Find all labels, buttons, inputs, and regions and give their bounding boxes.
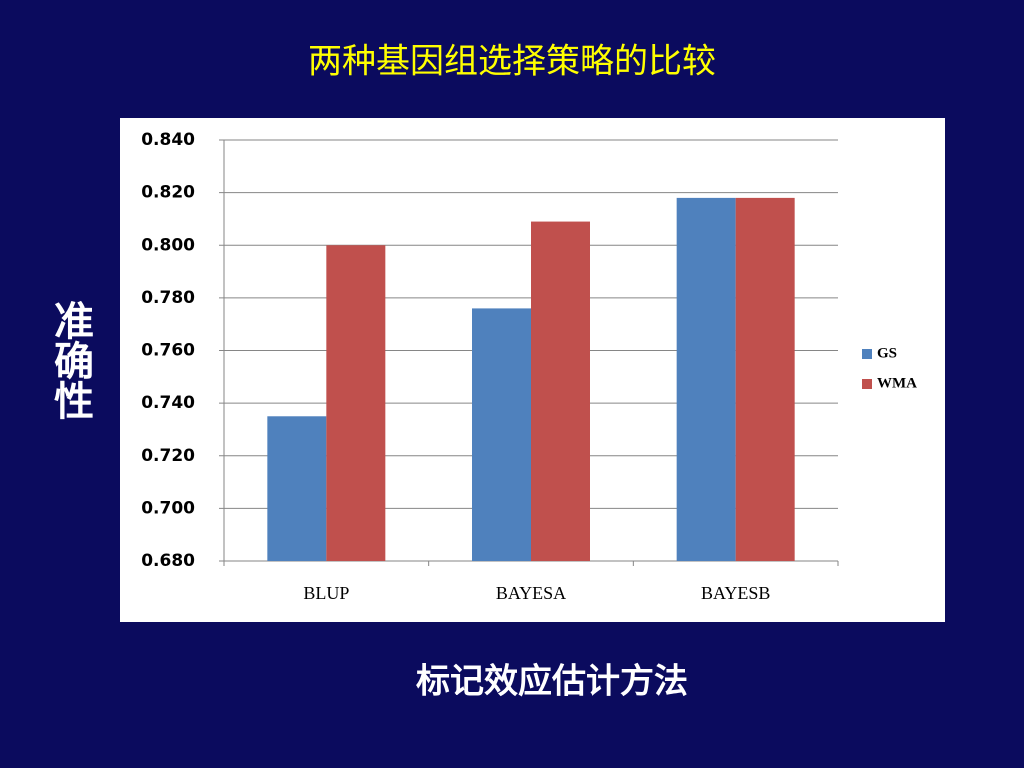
x-axis-label: 标记效应估计方法 (416, 662, 688, 702)
bar (735, 197, 795, 561)
y-axis-label: 准确性 (47, 300, 94, 420)
y-tick-label: 0.800 (141, 235, 195, 255)
x-tick-label: BAYESA (496, 583, 566, 603)
y-tick-label: 0.780 (141, 288, 195, 308)
x-tick-label: BLUP (303, 583, 349, 603)
x-tick-label: BAYESB (701, 583, 770, 603)
chart-title: 两种基因组选择策略的比较 (308, 42, 716, 82)
legend-swatch (862, 379, 872, 389)
y-tick-label: 0.680 (141, 551, 195, 571)
y-tick-label: 0.700 (141, 498, 195, 518)
bar (472, 308, 531, 561)
y-tick-label: 0.760 (141, 341, 195, 361)
bar (676, 197, 736, 561)
bar (326, 245, 386, 561)
legend-label: GS (877, 345, 897, 361)
y-tick-label: 0.720 (141, 446, 195, 466)
y-tick-label: 0.820 (141, 183, 195, 203)
y-tick-label: 0.740 (141, 393, 195, 413)
bar (267, 416, 327, 561)
y-tick-label: 0.840 (141, 130, 195, 150)
bar (531, 221, 590, 561)
legend-swatch (862, 349, 872, 359)
legend-label: WMA (877, 375, 917, 391)
